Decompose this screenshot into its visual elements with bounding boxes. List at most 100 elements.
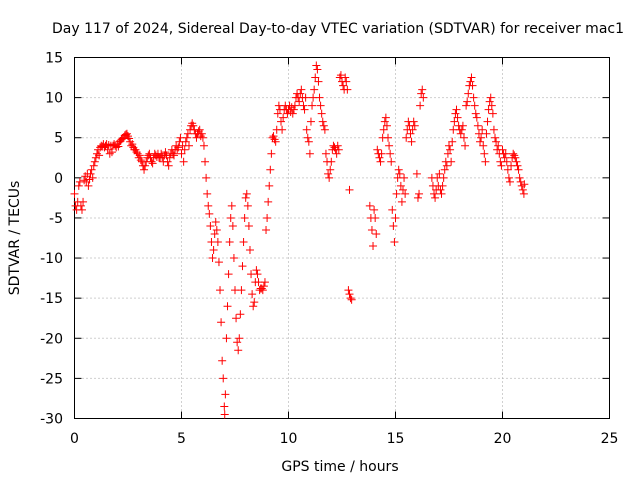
data-point (371, 213, 380, 222)
data-point (367, 225, 376, 234)
data-point (296, 89, 305, 98)
data-point (77, 205, 86, 214)
data-point (345, 185, 354, 194)
data-point (302, 125, 311, 134)
data-point (216, 286, 225, 295)
data-point (250, 298, 259, 307)
data-point (301, 93, 310, 102)
data-point (402, 133, 411, 142)
data-point (179, 157, 188, 166)
data-point (437, 189, 446, 198)
data-point (387, 157, 396, 166)
data-point (136, 156, 145, 165)
data-point (236, 310, 245, 319)
data-point (181, 137, 190, 146)
data-point (158, 152, 167, 161)
data-point (201, 157, 210, 166)
data-point (443, 149, 452, 158)
y-tick-label: -30 (40, 412, 63, 428)
data-point (377, 149, 386, 158)
data-point (339, 81, 348, 90)
data-point (267, 149, 276, 158)
data-point (436, 185, 445, 194)
data-point (478, 125, 487, 134)
data-point (389, 221, 398, 230)
y-tick-label: 0 (54, 171, 63, 187)
data-point (84, 181, 93, 190)
data-point (468, 81, 477, 90)
data-point (306, 117, 315, 126)
data-point (233, 338, 242, 347)
data-point (117, 135, 126, 144)
data-point (70, 189, 79, 198)
data-point (388, 205, 397, 214)
data-point (271, 137, 280, 146)
data-point (494, 141, 503, 150)
data-point (327, 157, 336, 166)
data-point (86, 169, 95, 178)
y-tick-label: -10 (40, 251, 63, 267)
data-point (450, 117, 459, 126)
data-point (416, 101, 425, 110)
y-axis-label: SDTVAR / TECUs (7, 181, 23, 296)
data-point (519, 189, 528, 198)
data-point (245, 246, 254, 255)
data-point (128, 140, 137, 149)
data-point (451, 109, 460, 118)
data-point (512, 157, 521, 166)
data-point (147, 157, 156, 166)
data-point (394, 165, 403, 174)
data-point (204, 201, 213, 210)
data-point (220, 402, 229, 411)
data-point (80, 176, 89, 185)
data-point (453, 113, 462, 122)
data-point (184, 141, 193, 150)
x-tick-label: 10 (280, 431, 298, 447)
data-point (107, 148, 116, 157)
data-point (384, 133, 393, 142)
data-point (305, 149, 314, 158)
data-point (500, 153, 509, 162)
data-point (168, 149, 177, 158)
data-point (308, 101, 317, 110)
data-point (238, 262, 247, 271)
data-point (226, 213, 235, 222)
data-point (234, 346, 243, 355)
data-point (209, 246, 218, 255)
data-point (482, 129, 491, 138)
data-point (300, 105, 309, 114)
data-point (480, 149, 489, 158)
data-point (135, 151, 144, 160)
data-point (379, 125, 388, 134)
data-point (164, 161, 173, 170)
data-point (346, 294, 355, 303)
data-point (249, 302, 258, 311)
data-point (177, 149, 186, 158)
data-point (343, 85, 352, 94)
data-point (445, 141, 453, 150)
data-point (334, 145, 343, 154)
data-point (479, 141, 488, 150)
data-point (213, 238, 222, 247)
data-point (114, 142, 123, 151)
data-point (515, 173, 524, 182)
data-point (459, 133, 468, 142)
data-point (297, 85, 306, 94)
data-point (89, 161, 98, 170)
data-point (195, 125, 204, 134)
data-point (310, 85, 319, 94)
data-point (487, 101, 496, 110)
data-point (90, 157, 99, 166)
data-point (202, 173, 211, 182)
data-point (262, 225, 271, 234)
data-point (477, 133, 486, 142)
x-tick-label: 25 (601, 431, 619, 447)
y-tick-labels: -30 -25 -20 -15 -10 -5 0 5 10 15 (40, 51, 63, 428)
data-point (456, 129, 465, 138)
data-point (157, 149, 166, 158)
x-tick-label: 15 (387, 431, 405, 447)
data-point (311, 73, 320, 82)
data-point (375, 153, 384, 162)
data-point (369, 242, 378, 251)
